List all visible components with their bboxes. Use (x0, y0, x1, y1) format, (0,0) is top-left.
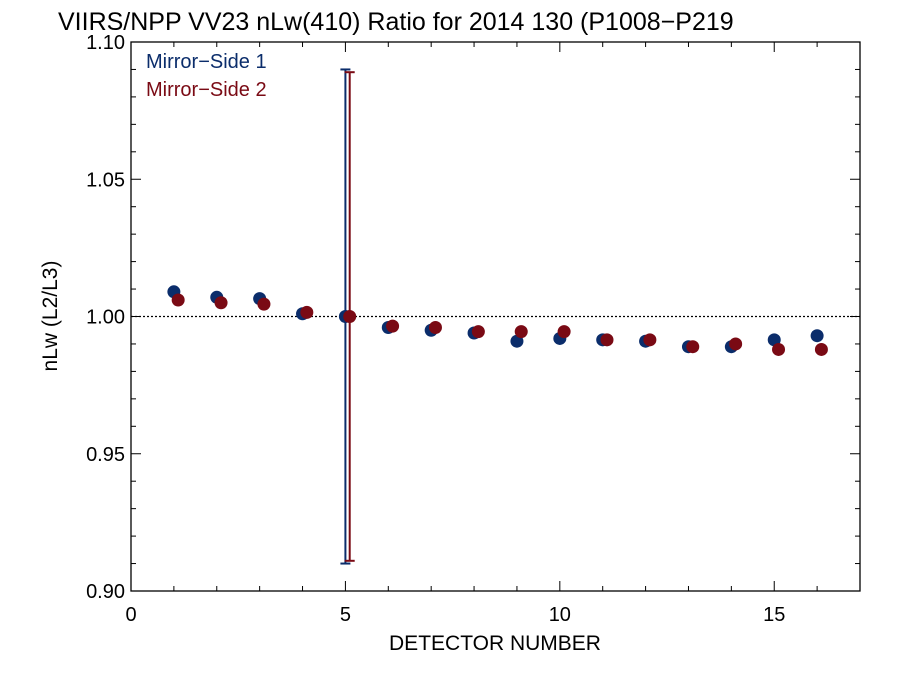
point-series-2 (428, 320, 442, 334)
chart-title: VIIRS/NPP VV23 nLw(410) Ratio for 2014 1… (58, 8, 734, 36)
y-tick-label: 0.90 (86, 581, 125, 603)
x-tick-label: 5 (340, 604, 351, 626)
y-tick-label: 0.95 (86, 444, 125, 466)
point-series-2 (471, 325, 485, 339)
data-points (167, 285, 828, 356)
point-series-2 (386, 319, 400, 333)
point-series-2 (300, 305, 314, 319)
point-series-2 (600, 333, 614, 347)
point-series-2 (514, 325, 528, 339)
point-series-2 (686, 340, 700, 354)
legend-entry-mirror-side-1: Mirror−Side 1 (146, 51, 267, 73)
y-tick-label: 1.10 (86, 32, 125, 54)
x-tick-label: 0 (125, 604, 136, 626)
point-series-2 (343, 310, 357, 323)
x-axis-label: DETECTOR NUMBER (389, 632, 601, 655)
y-tick-label: 1.00 (86, 307, 125, 329)
point-series-2 (814, 342, 828, 356)
point-series-2 (214, 296, 228, 310)
point-series-2 (643, 333, 657, 347)
x-tick-label: 15 (763, 604, 785, 626)
point-series-2 (729, 337, 743, 351)
point-series-1 (810, 329, 824, 343)
y-tick-label: 1.05 (86, 169, 125, 191)
point-series-2 (257, 297, 271, 311)
legend-entry-mirror-side-2: Mirror−Side 2 (146, 79, 267, 101)
axis-ticks: 0 5 10 15 0.90 0.95 1.00 1.05 1.10 (86, 32, 861, 626)
y-axis-label: nLw (L2/L3) (39, 261, 62, 372)
legend: Mirror−Side 1 Mirror−Side 2 (146, 51, 267, 101)
point-series-2 (557, 325, 571, 339)
point-series-2 (772, 342, 786, 356)
point-series-2 (171, 293, 185, 307)
x-tick-label: 10 (549, 604, 571, 626)
